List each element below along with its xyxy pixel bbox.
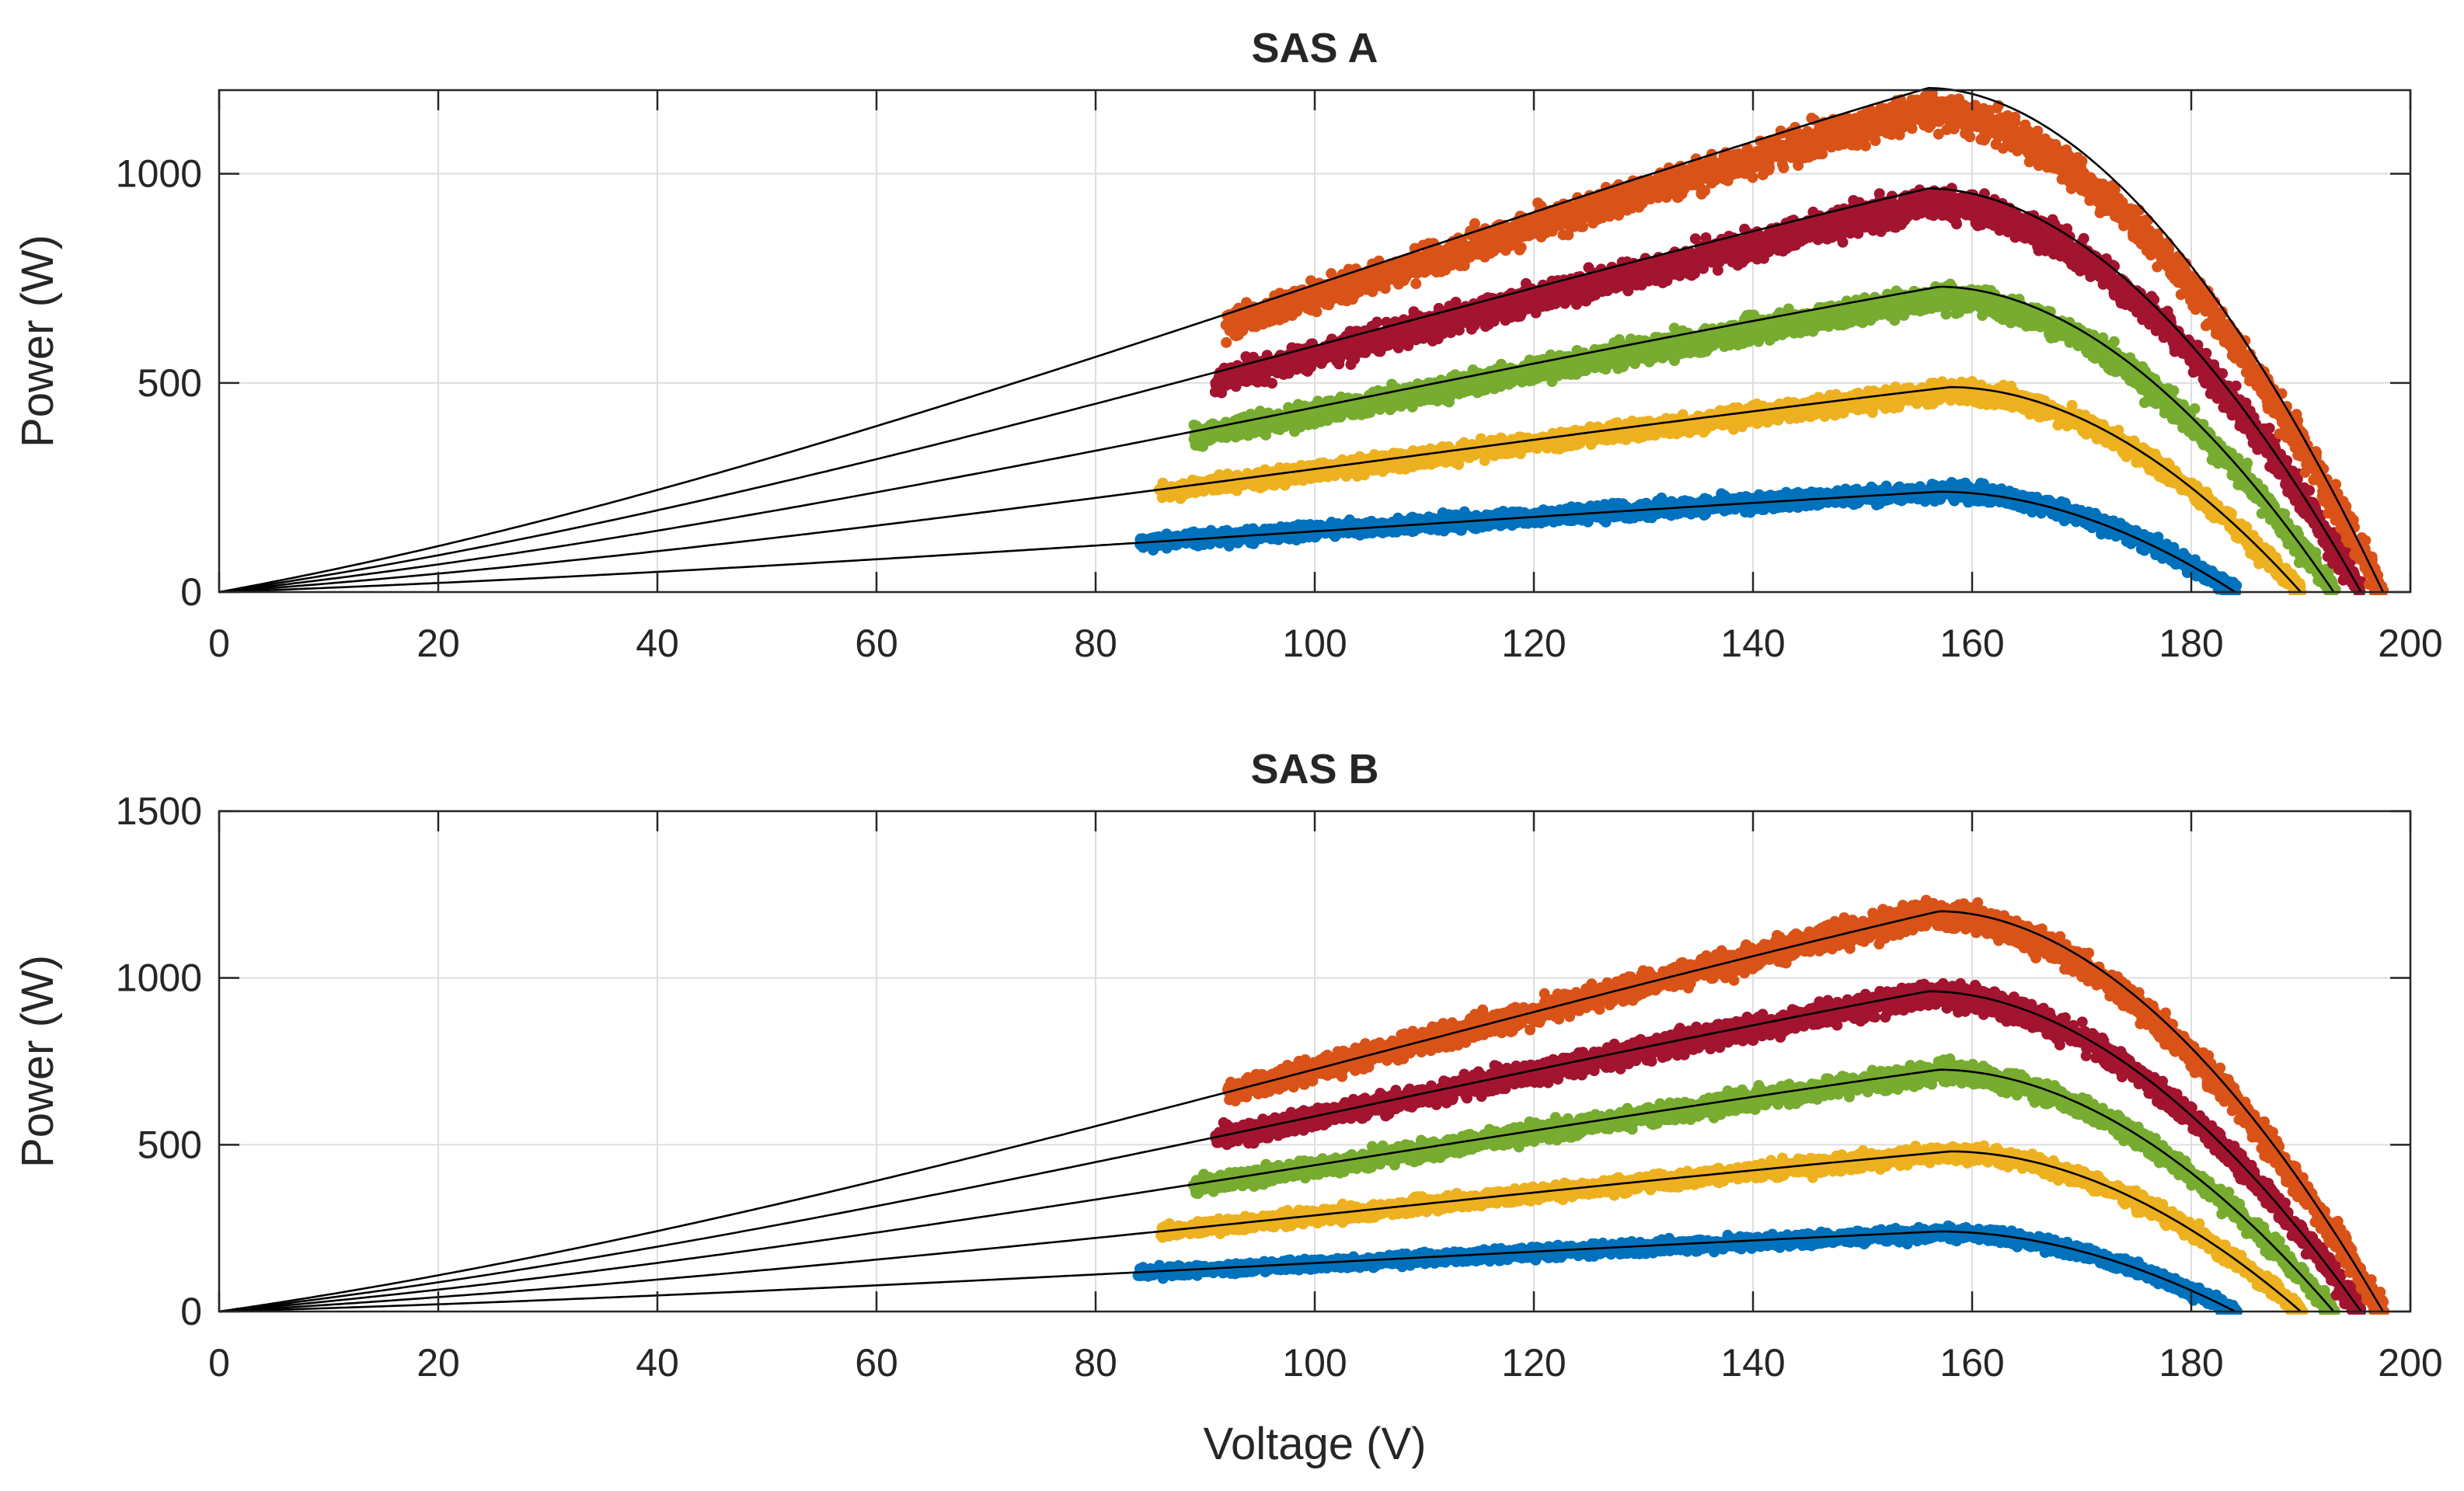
- chart-sas-a: 0 20 40 60 80 100 120 140 160 180 20005001000SAS A…: [12, 25, 2443, 665]
